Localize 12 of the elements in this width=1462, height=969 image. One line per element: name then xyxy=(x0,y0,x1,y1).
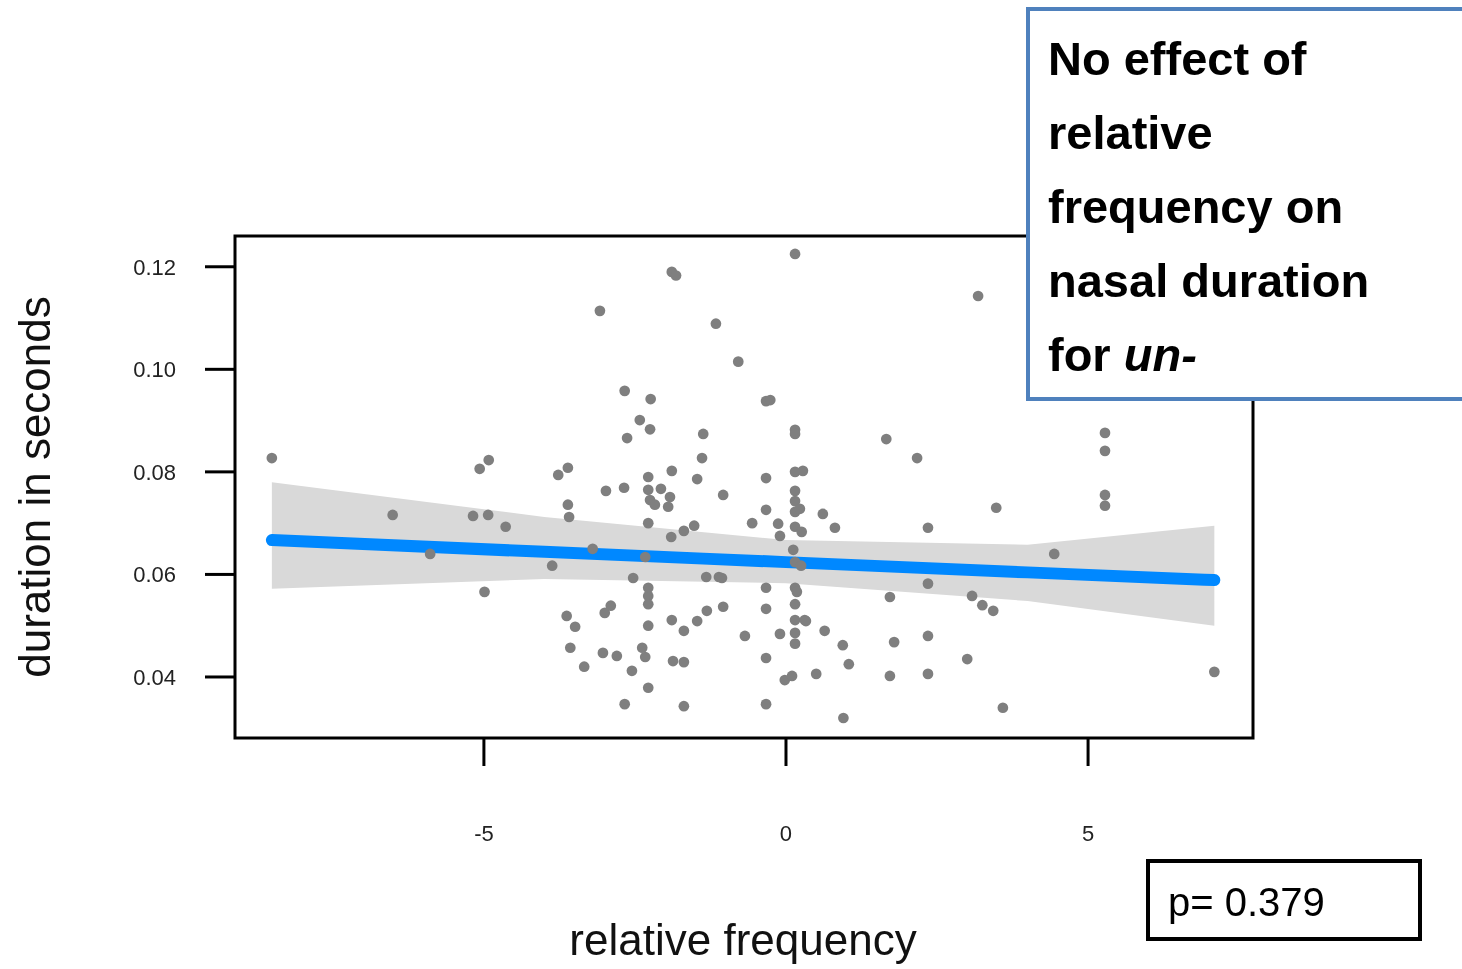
y-tick-label: 0.04 xyxy=(133,664,176,690)
x-tick-label: 0 xyxy=(779,821,793,846)
y-tick-label: 0.10 xyxy=(133,357,176,383)
text: p= 0.379 xyxy=(1168,880,1325,924)
annotation: No effect of relative frequency on nasal duration for un- xyxy=(1048,32,1370,381)
x-tick-label: 5 xyxy=(1081,821,1095,846)
y-axis-title: duration in seconds xyxy=(10,296,59,678)
x-axis-title: relative frequency xyxy=(569,915,917,964)
y-tick-label: 0.06 xyxy=(133,562,176,588)
y-tick-label: 0.08 xyxy=(133,459,176,485)
y-tick-label: 0.12 xyxy=(133,254,176,280)
x-tick-label: -5 xyxy=(474,821,494,846)
